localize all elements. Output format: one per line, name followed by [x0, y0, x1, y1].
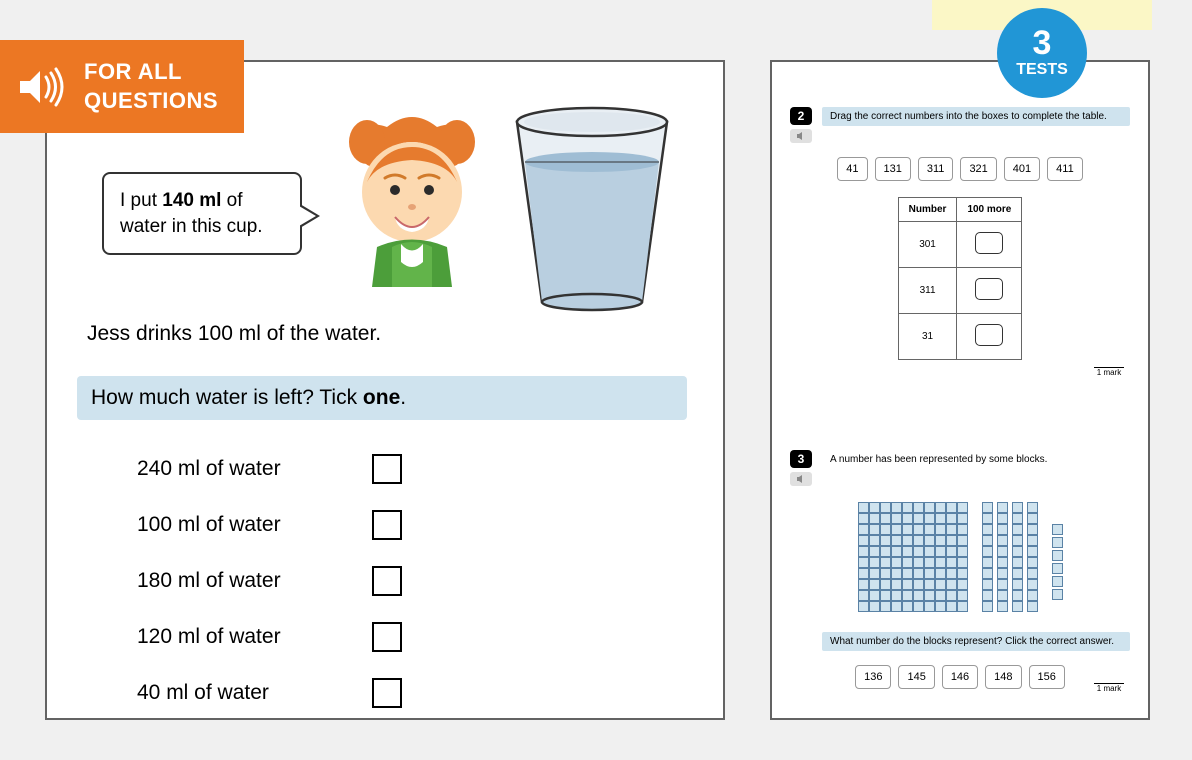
q3-chips: 136 145 146 148 156: [790, 665, 1130, 689]
option-label: 100 ml of water: [137, 513, 312, 537]
banner-line1: FOR ALL: [84, 58, 218, 87]
q2-prompt: Drag the correct numbers into the boxes …: [822, 107, 1130, 126]
table-cell-number: 301: [898, 222, 957, 268]
option-checkbox[interactable]: [372, 510, 402, 540]
option-label: 240 ml of water: [137, 457, 312, 481]
blocks-illustration: [790, 502, 1130, 612]
question-bold: one: [363, 386, 400, 409]
statement-text: Jess drinks 100 ml of the water.: [87, 322, 688, 346]
speaker-icon: [18, 67, 66, 107]
ones-group: [1052, 524, 1063, 600]
q2-mark: 1 mark: [1094, 367, 1124, 377]
girl-illustration: [337, 112, 487, 292]
q2-chips: 41 131 311321 401 411: [790, 157, 1130, 181]
q2-number: 2: [790, 107, 812, 125]
options-list: 240 ml of water 100 ml of water 180 ml of …: [137, 454, 688, 708]
option-checkbox[interactable]: [372, 622, 402, 652]
preview-panel: 2 Drag the correct numbers into the boxe…: [770, 60, 1150, 720]
badge-label: TESTS: [1016, 60, 1068, 79]
answer-chip[interactable]: 145: [898, 665, 934, 689]
draggable-chip[interactable]: 321: [960, 157, 996, 181]
q2-table: Number 100 more 30131131: [898, 197, 1023, 360]
table-cell-number: 31: [898, 314, 957, 360]
speech-bubble: I put 140 ml of water in this cup.: [102, 172, 302, 255]
table-row: 31: [898, 314, 1022, 360]
option-checkbox[interactable]: [372, 566, 402, 596]
tests-badge: 3 TESTS: [997, 8, 1087, 98]
option-label: 120 ml of water: [137, 625, 312, 649]
speech-bold: 140 ml: [162, 190, 221, 211]
q3-audio-button[interactable]: [790, 472, 812, 486]
question-2: 2 Drag the correct numbers into the boxe…: [790, 107, 1130, 390]
option-checkbox[interactable]: [372, 678, 402, 708]
option-row: 180 ml of water: [137, 566, 688, 596]
q2-header-100more: 100 more: [957, 198, 1022, 222]
banner-line2: QUESTIONS: [84, 87, 218, 116]
q3-prompt: A number has been represented by some bl…: [822, 450, 1130, 469]
table-cell-dropzone[interactable]: [957, 222, 1022, 268]
ten-block: [982, 502, 993, 612]
table-cell-dropzone[interactable]: [957, 268, 1022, 314]
drop-box[interactable]: [975, 278, 1003, 300]
table-row: 311: [898, 268, 1022, 314]
question-3: 3 A number has been represented by some …: [790, 450, 1130, 689]
q3-subprompt: What number do the blocks represent? Cli…: [822, 632, 1130, 651]
audio-banner[interactable]: FOR ALL QUESTIONS: [0, 40, 244, 133]
option-row: 240 ml of water: [137, 454, 688, 484]
draggable-chip[interactable]: 411: [1047, 157, 1083, 181]
question-pre: How much water is left? Tick: [91, 386, 363, 409]
option-label: 180 ml of water: [137, 569, 312, 593]
tens-group: [982, 502, 1038, 612]
question-prompt: How much water is left? Tick one.: [77, 376, 687, 420]
drop-box[interactable]: [975, 324, 1003, 346]
hundred-block: [858, 502, 968, 612]
table-row: 301: [898, 222, 1022, 268]
option-row: 100 ml of water: [137, 510, 688, 540]
ten-block: [1012, 502, 1023, 612]
badge-number: 3: [1033, 26, 1052, 60]
ten-block: [1027, 502, 1038, 612]
q2-audio-button[interactable]: [790, 129, 812, 143]
draggable-chip[interactable]: 311: [918, 157, 954, 181]
draggable-chip[interactable]: 401: [1004, 157, 1040, 181]
table-cell-dropzone[interactable]: [957, 314, 1022, 360]
draggable-chip[interactable]: 41: [837, 157, 867, 181]
answer-chip[interactable]: 148: [985, 665, 1021, 689]
ten-block: [997, 502, 1008, 612]
drop-box[interactable]: [975, 232, 1003, 254]
draggable-chip[interactable]: 131: [875, 157, 911, 181]
option-row: 120 ml of water: [137, 622, 688, 652]
q3-mark: 1 mark: [1094, 683, 1124, 693]
option-label: 40 ml of water: [137, 681, 312, 705]
q3-number: 3: [790, 450, 812, 468]
q2-header-number: Number: [898, 198, 957, 222]
option-checkbox[interactable]: [372, 454, 402, 484]
answer-chip[interactable]: 136: [855, 665, 891, 689]
option-row: 40 ml of water: [137, 678, 688, 708]
question-post: .: [400, 386, 406, 409]
speech-pre: I put: [120, 190, 162, 211]
banner-text: FOR ALL QUESTIONS: [84, 58, 218, 115]
answer-chip[interactable]: 146: [942, 665, 978, 689]
table-cell-number: 311: [898, 268, 957, 314]
cup-illustration: [502, 102, 682, 312]
main-question-panel: I put 140 ml of water in this cup.: [45, 60, 725, 720]
answer-chip[interactable]: 156: [1029, 665, 1065, 689]
